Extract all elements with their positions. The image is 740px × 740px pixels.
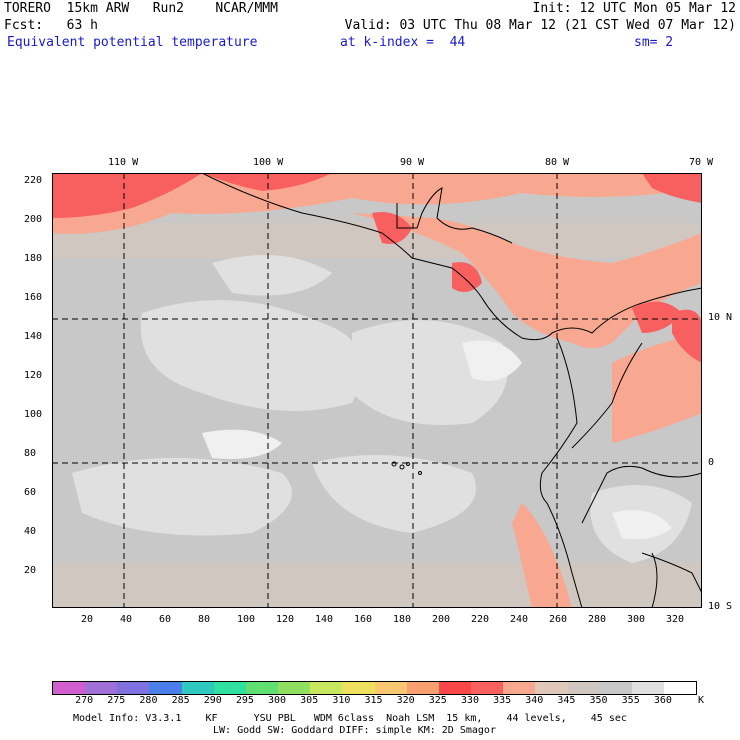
color-bar-label: 305 — [300, 695, 319, 706]
lon-label: 80 W — [545, 157, 570, 168]
color-bar-label: 340 — [525, 695, 544, 706]
color-bar — [52, 681, 697, 695]
warm-north — [52, 173, 702, 608]
color-bar-label: 280 — [139, 695, 158, 706]
y-tick-label: 140 — [24, 331, 43, 342]
color-swatch — [631, 682, 664, 694]
southern-band — [52, 563, 702, 608]
x-tick-label: 280 — [588, 614, 607, 625]
coastlines — [201, 173, 702, 608]
field-name: Equivalent potential temperature — [7, 35, 258, 50]
y-tick-label: 20 — [24, 565, 37, 576]
color-bar-label: 330 — [460, 695, 479, 706]
color-bar-label: 360 — [653, 695, 672, 706]
color-swatch — [85, 682, 118, 694]
lon-label: 70 W — [689, 157, 714, 168]
color-swatch — [181, 682, 214, 694]
physics-info: LW: Godd SW: Goddard DIFF: simple KM: 2D… — [213, 725, 496, 736]
y-tick-label: 220 — [24, 175, 43, 186]
y-tick-label: 100 — [24, 409, 43, 420]
x-tick-label: 140 — [315, 614, 334, 625]
color-bar-label: 320 — [396, 695, 415, 706]
color-swatch — [245, 682, 279, 694]
color-bar-label: 335 — [493, 695, 512, 706]
color-swatch — [213, 682, 246, 694]
header-init: Init: 12 UTC Mon 05 Mar 12 — [532, 1, 737, 16]
y-tick-label: 180 — [24, 253, 43, 264]
color-swatch — [278, 682, 311, 694]
color-bar-unit: K — [698, 695, 705, 706]
header-title: TORERO 15km ARW Run2 NCAR/MMM — [4, 1, 278, 16]
x-tick-label: 220 — [471, 614, 490, 625]
color-bar-labels: 270 275 280 285 290 295 300 305 310 315 320 325 330 3… — [52, 695, 712, 707]
header-forecast: Fcst: 63 h — [4, 18, 98, 33]
white-patches — [202, 340, 672, 540]
x-tick-label: 200 — [432, 614, 451, 625]
lat-label: 10 S — [708, 601, 733, 612]
northern-band — [52, 223, 702, 258]
color-swatch — [149, 682, 182, 694]
color-swatch — [53, 682, 86, 694]
x-tick-label: 320 — [666, 614, 685, 625]
color-swatch — [342, 682, 375, 694]
smoothing-info: sm= 2 — [634, 35, 674, 50]
color-bar-label: 285 — [171, 695, 190, 706]
x-tick-label: 80 — [198, 614, 211, 625]
lat-label: 0 — [708, 457, 715, 468]
x-tick-label: 20 — [81, 614, 94, 625]
y-tick-label: 120 — [24, 370, 43, 381]
lat-label: 10 N — [708, 312, 733, 323]
color-swatch — [406, 682, 439, 694]
color-swatch — [535, 682, 568, 694]
hot-north — [52, 173, 702, 363]
x-tick-label: 160 — [354, 614, 373, 625]
x-tick-label: 260 — [549, 614, 568, 625]
y-tick-label: 200 — [24, 214, 43, 225]
color-bar-label: 290 — [203, 695, 222, 706]
x-tick-label: 240 — [510, 614, 529, 625]
y-tick-label: 80 — [24, 448, 37, 459]
color-bar-label: 350 — [589, 695, 608, 706]
graticule — [52, 173, 702, 608]
x-tick-label: 180 — [393, 614, 412, 625]
color-swatch — [310, 682, 343, 694]
header-valid: Valid: 03 UTC Thu 08 Mar 12 (21 CST Wed … — [344, 18, 736, 33]
color-swatch — [663, 682, 697, 694]
x-tick-label: 100 — [237, 614, 256, 625]
color-swatch — [503, 682, 536, 694]
lon-label: 100 W — [253, 157, 284, 168]
color-bar-label: 325 — [428, 695, 447, 706]
x-tick-label: 120 — [276, 614, 295, 625]
color-bar-label: 355 — [621, 695, 640, 706]
color-swatch — [438, 682, 472, 694]
color-swatch — [117, 682, 150, 694]
map-panel — [52, 173, 702, 608]
color-bar-label: 270 — [75, 695, 94, 706]
color-bar-label: 315 — [364, 695, 383, 706]
color-bar-label: 310 — [332, 695, 351, 706]
color-bar-label: 275 — [107, 695, 126, 706]
y-tick-label: 160 — [24, 292, 43, 303]
x-tick-label: 300 — [627, 614, 646, 625]
color-bar-label: 295 — [235, 695, 254, 706]
color-swatch — [471, 682, 504, 694]
color-bar-label: 345 — [557, 695, 576, 706]
x-tick-label: 60 — [159, 614, 172, 625]
light-patches — [72, 255, 692, 563]
y-tick-label: 40 — [24, 526, 37, 537]
lon-label: 90 W — [400, 157, 425, 168]
color-swatch — [599, 682, 632, 694]
galapagos — [391, 461, 422, 475]
x-tick-label: 40 — [120, 614, 133, 625]
lon-label: 110 W — [108, 157, 139, 168]
theta-e-field — [52, 173, 702, 608]
level-info: at k-index = 44 — [340, 35, 466, 50]
model-info: Model Info: V3.3.1 KF YSU PBL WDM 6class… — [73, 713, 627, 724]
color-swatch — [567, 682, 600, 694]
color-bar-label: 300 — [268, 695, 287, 706]
y-tick-label: 60 — [24, 487, 37, 498]
color-swatch — [374, 682, 407, 694]
